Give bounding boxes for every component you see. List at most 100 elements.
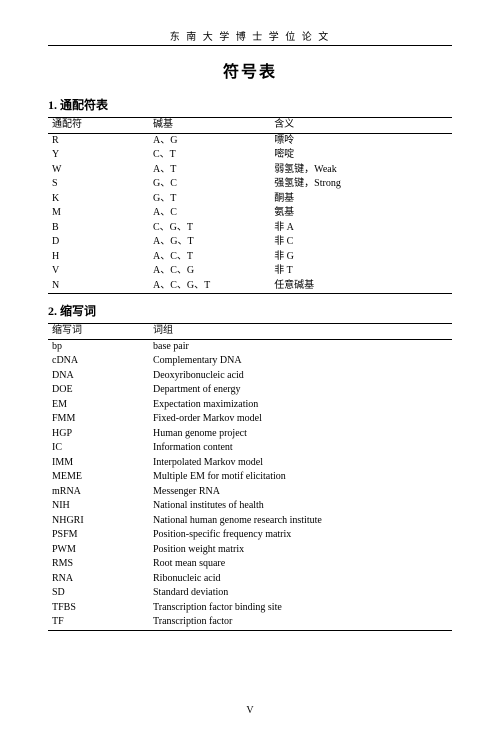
table-row: VA、C、G非 T [48, 264, 452, 279]
table-row: DA、G、T非 C [48, 235, 452, 250]
cell: V [48, 264, 149, 279]
table-row: HA、C、T非 G [48, 250, 452, 265]
cell: Interpolated Markov model [149, 456, 452, 471]
table-row: SG、C强氢键，Strong [48, 177, 452, 192]
table-row: FMMFixed-order Markov model [48, 412, 452, 427]
cell: S [48, 177, 149, 192]
wildcard-table: 通配符 碱基 含义 RA、G嘌呤YC、T嘧啶WA、T弱氢键，WeakSG、C强氢… [48, 117, 452, 294]
table-row: ICInformation content [48, 441, 452, 456]
table-row: SDStandard deviation [48, 586, 452, 601]
table-row: NIHNational institutes of health [48, 499, 452, 514]
cell: W [48, 163, 149, 178]
cell: Department of energy [149, 383, 452, 398]
cell: Ribonucleic acid [149, 572, 452, 587]
abbreviation-table: 缩写词 词组 bpbase paircDNAComplementary DNAD… [48, 323, 452, 631]
cell: 非 G [270, 250, 452, 265]
page: 东 南 大 学 博 士 学 位 论 文 符号表 1. 通配符表 通配符 碱基 含… [0, 0, 500, 730]
table-row: MEMEMultiple EM for motif elicitation [48, 470, 452, 485]
table-row: RNARibonucleic acid [48, 572, 452, 587]
cell: Position weight matrix [149, 543, 452, 558]
table-header-row: 通配符 碱基 含义 [48, 118, 452, 134]
table-row: HGPHuman genome project [48, 427, 452, 442]
cell: TFBS [48, 601, 149, 616]
cell: IMM [48, 456, 149, 471]
col-phrase: 词组 [149, 324, 452, 340]
cell: 弱氢键，Weak [270, 163, 452, 178]
table-row: NA、C、G、T任意碱基 [48, 279, 452, 294]
cell: A、C [149, 206, 270, 221]
cell: Messenger RNA [149, 485, 452, 500]
cell: NHGRI [48, 514, 149, 529]
cell: FMM [48, 412, 149, 427]
cell: IC [48, 441, 149, 456]
cell: G、T [149, 192, 270, 207]
cell: 氨基 [270, 206, 452, 221]
table-row: MA、C氨基 [48, 206, 452, 221]
cell: G、C [149, 177, 270, 192]
cell: bp [48, 339, 149, 354]
cell: PSFM [48, 528, 149, 543]
cell: Root mean square [149, 557, 452, 572]
cell: RMS [48, 557, 149, 572]
table-row: EMExpectation maximization [48, 398, 452, 413]
cell: Transcription factor binding site [149, 601, 452, 616]
cell: Fixed-order Markov model [149, 412, 452, 427]
section-1-name: 通配符表 [60, 98, 108, 112]
cell: 强氢键，Strong [270, 177, 452, 192]
cell: Multiple EM for motif elicitation [149, 470, 452, 485]
cell: National human genome research institute [149, 514, 452, 529]
cell: EM [48, 398, 149, 413]
table-row: IMMInterpolated Markov model [48, 456, 452, 471]
cell: C、T [149, 148, 270, 163]
cell: Standard deviation [149, 586, 452, 601]
cell: Information content [149, 441, 452, 456]
cell: M [48, 206, 149, 221]
table-row: TFBSTranscription factor binding site [48, 601, 452, 616]
cell: 嘧啶 [270, 148, 452, 163]
cell: DOE [48, 383, 149, 398]
section-2-number: 2. [48, 304, 57, 318]
table-row: mRNAMessenger RNA [48, 485, 452, 500]
cell: D [48, 235, 149, 250]
cell: 非 T [270, 264, 452, 279]
cell: TF [48, 615, 149, 630]
cell: 任意碱基 [270, 279, 452, 294]
table-row: TFTranscription factor [48, 615, 452, 630]
table-row: RMSRoot mean square [48, 557, 452, 572]
table-row: RA、G嘌呤 [48, 133, 452, 148]
cell: A、C、G、T [149, 279, 270, 294]
cell: SD [48, 586, 149, 601]
table-row: cDNAComplementary DNA [48, 354, 452, 369]
col-wildcard: 通配符 [48, 118, 149, 134]
table-row: NHGRINational human genome research inst… [48, 514, 452, 529]
cell: Transcription factor [149, 615, 452, 630]
table-row: WA、T弱氢键，Weak [48, 163, 452, 178]
cell: 嘌呤 [270, 133, 452, 148]
cell: Expectation maximization [149, 398, 452, 413]
section-1-number: 1. [48, 98, 57, 112]
section-2-heading: 2. 缩写词 [48, 302, 452, 319]
col-base: 碱基 [149, 118, 270, 134]
page-title: 符号表 [48, 58, 452, 82]
cell: cDNA [48, 354, 149, 369]
table-header-row: 缩写词 词组 [48, 324, 452, 340]
cell: National institutes of health [149, 499, 452, 514]
cell: C、G、T [149, 221, 270, 236]
col-meaning: 含义 [270, 118, 452, 134]
cell: RNA [48, 572, 149, 587]
cell: base pair [149, 339, 452, 354]
section-1-heading: 1. 通配符表 [48, 96, 452, 113]
table-row: PWMPosition weight matrix [48, 543, 452, 558]
cell: H [48, 250, 149, 265]
cell: Human genome project [149, 427, 452, 442]
cell: A、G [149, 133, 270, 148]
table-row: bpbase pair [48, 339, 452, 354]
table-row: YC、T嘧啶 [48, 148, 452, 163]
section-2-name: 缩写词 [60, 304, 96, 318]
table-row: KG、T酮基 [48, 192, 452, 207]
cell: N [48, 279, 149, 294]
table-row: DNADeoxyribonucleic acid [48, 369, 452, 384]
cell: Position-specific frequency matrix [149, 528, 452, 543]
cell: A、T [149, 163, 270, 178]
cell: MEME [48, 470, 149, 485]
